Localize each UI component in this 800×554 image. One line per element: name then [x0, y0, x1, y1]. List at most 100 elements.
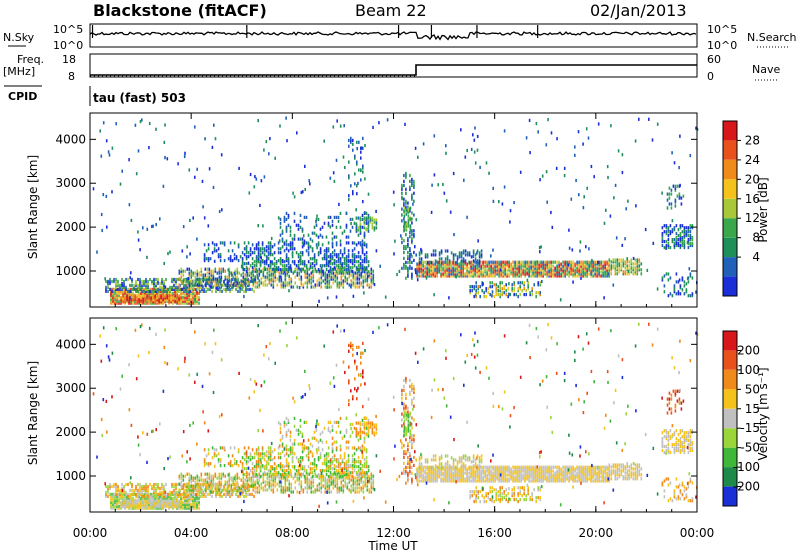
power-cell — [574, 262, 576, 266]
power-cell — [339, 124, 342, 128]
velocity-cell — [288, 486, 291, 490]
power-cell — [298, 271, 301, 275]
velocity-cell — [196, 504, 198, 508]
power-cell — [339, 257, 342, 261]
power-cell — [685, 282, 688, 286]
velocity-cell — [270, 484, 273, 488]
power-cell — [313, 225, 316, 229]
power-cell — [540, 272, 542, 276]
velocity-cell — [212, 480, 215, 484]
power-cell — [432, 268, 434, 272]
power-cell — [607, 272, 610, 276]
power-cell — [413, 191, 415, 195]
power-cell — [476, 274, 478, 278]
power-cell — [219, 287, 221, 291]
power-cell — [550, 131, 553, 135]
power-cell — [229, 289, 231, 293]
power-cell — [362, 166, 364, 170]
power-cell — [409, 185, 411, 189]
power-cell — [248, 267, 251, 271]
power-cell — [335, 235, 338, 239]
power-cell — [401, 191, 403, 195]
power-cell — [283, 260, 286, 264]
power-cell — [323, 264, 326, 268]
power-cell — [134, 123, 137, 127]
velocity-cell — [238, 488, 241, 492]
velocity-cell — [200, 486, 203, 490]
power-cell — [409, 209, 411, 213]
power-cell — [350, 221, 352, 226]
power-cell — [356, 160, 358, 164]
velocity-cell — [139, 484, 141, 489]
power-cell — [602, 260, 604, 264]
power-cell — [526, 270, 528, 274]
power-cell — [226, 285, 229, 289]
power-cell — [223, 279, 225, 284]
colorbar-segment — [723, 198, 737, 219]
power-cell — [351, 253, 354, 257]
power-cell — [466, 215, 468, 219]
power-cell — [155, 277, 157, 282]
freq-tick-bottom: 8 — [68, 70, 75, 83]
power-cell — [628, 260, 631, 264]
velocity-cell — [174, 505, 176, 509]
velocity-cell — [150, 501, 152, 505]
power-cell — [181, 281, 183, 286]
power-cell — [486, 274, 488, 278]
power-cell — [460, 259, 463, 263]
freq-label: Freq. — [17, 53, 44, 66]
power-cell — [284, 283, 287, 287]
velocity-cell — [163, 490, 165, 494]
power-cell — [464, 262, 466, 266]
power-cell — [636, 262, 639, 266]
power-cell — [315, 217, 318, 221]
power-cell — [271, 253, 274, 257]
power-cell — [326, 277, 329, 281]
power-cell — [665, 224, 668, 228]
power-cell — [306, 279, 309, 283]
power-cell — [519, 287, 521, 291]
power-cell — [610, 272, 613, 276]
power-cell — [375, 209, 377, 213]
velocity-cell — [192, 476, 195, 480]
power-cell — [361, 213, 364, 217]
power-cell — [518, 262, 520, 266]
power-cell — [365, 211, 368, 215]
power-cell — [316, 279, 319, 283]
velocity-cell — [168, 494, 170, 498]
power-cell — [343, 266, 346, 270]
velocity-cell — [153, 482, 155, 487]
power-cell — [180, 267, 183, 271]
power-cell — [277, 268, 280, 272]
power-cell — [546, 262, 548, 266]
power-cell — [663, 245, 666, 250]
velocity-cell — [122, 496, 124, 500]
power-cell — [420, 274, 422, 278]
velocity-cell — [214, 472, 217, 476]
power-cell — [484, 260, 486, 264]
power-cell — [142, 287, 144, 291]
power-cell — [253, 247, 256, 251]
power-cell — [363, 291, 365, 295]
power-cell — [359, 216, 362, 220]
power-cell — [517, 295, 519, 299]
power-cell — [372, 125, 374, 129]
velocity-cell — [152, 499, 154, 503]
velocity-cell — [116, 492, 118, 496]
power-cell — [353, 255, 356, 259]
power-cell — [494, 260, 496, 264]
power-cell — [673, 243, 676, 248]
velocity-cell — [284, 484, 287, 488]
power-cell — [638, 260, 641, 264]
velocity-cell — [136, 505, 138, 509]
power-cell — [343, 247, 346, 251]
power-cell — [370, 277, 373, 281]
power-cell — [371, 222, 374, 226]
power-cell — [320, 266, 323, 270]
power-cell — [287, 249, 290, 253]
power-cell — [485, 295, 487, 299]
velocity-cell — [293, 467, 296, 471]
power-cell — [454, 266, 456, 270]
velocity-cell — [134, 501, 136, 505]
